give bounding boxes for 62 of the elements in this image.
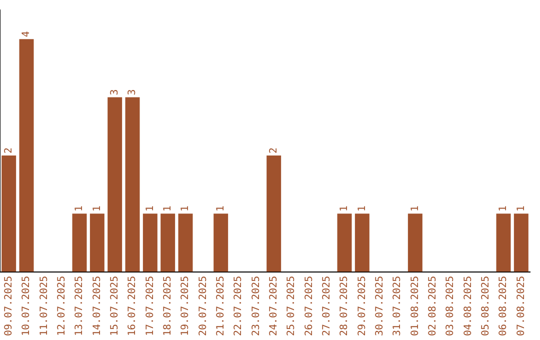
x-tick-label: 31.07.2025 (392, 276, 404, 336)
bar (266, 155, 282, 272)
x-tick-label: 21.07.2025 (215, 276, 226, 336)
data-label: 1 (356, 206, 368, 212)
x-tick-label: 07.08.2025 (516, 276, 527, 336)
x-tick-label: 13.07.2025 (74, 276, 86, 336)
x-tick-label: 01.08.2025 (410, 276, 421, 336)
bar (214, 214, 228, 272)
x-tick-label: 15.07.2025 (109, 276, 120, 336)
x-tick-label: 24.07.2025 (268, 276, 280, 336)
x-tick-label: 14.07.2025 (92, 276, 103, 336)
x-tick-label: 05.08.2025 (480, 276, 492, 336)
data-label: 1 (215, 206, 226, 212)
x-tick-label: 27.07.2025 (321, 276, 332, 336)
x-tick-label: 03.08.2025 (445, 276, 456, 336)
x-tick-label: 12.07.2025 (56, 276, 68, 336)
data-label: 1 (339, 206, 350, 212)
bar (178, 214, 193, 272)
bar (125, 97, 140, 272)
data-label: 1 (180, 206, 192, 212)
bar (2, 155, 16, 272)
x-tick-label: 18.07.2025 (162, 276, 174, 336)
x-tick-label: 02.08.2025 (427, 276, 438, 336)
x-tick-label: 17.07.2025 (144, 276, 156, 336)
x-tick-label: 30.07.2025 (374, 276, 386, 336)
x-tick-label: 25.07.2025 (286, 276, 298, 336)
data-label: 3 (109, 89, 120, 96)
x-tick-label: 19.07.2025 (180, 276, 192, 336)
x-tick-label: 09.07.2025 (3, 276, 14, 336)
x-tick-label: 29.07.2025 (356, 276, 368, 336)
bar (514, 214, 528, 272)
bar (19, 39, 34, 272)
x-tick-label: 28.07.2025 (339, 276, 350, 336)
data-label: 1 (74, 206, 86, 212)
data-label: 2 (268, 147, 280, 154)
bar (337, 214, 352, 272)
data-label: 2 (3, 147, 14, 154)
bar (142, 214, 158, 272)
data-label: 3 (127, 89, 138, 96)
data-label: 1 (410, 206, 421, 212)
x-tick-label: 10.07.2025 (21, 276, 32, 336)
x-tick-label: 22.07.2025 (233, 276, 244, 336)
data-label: 1 (498, 206, 510, 212)
bar (496, 214, 511, 272)
x-tick-label: 04.08.2025 (462, 276, 474, 336)
bar (160, 214, 176, 272)
data-label: 1 (516, 206, 527, 212)
x-tick-label: 23.07.2025 (250, 276, 262, 336)
data-label: 1 (144, 206, 156, 212)
bar (72, 214, 87, 272)
bar (408, 214, 422, 272)
x-tick-label: 16.07.2025 (127, 276, 138, 336)
x-tick-label: 06.08.2025 (498, 276, 510, 336)
x-tick-label: 26.07.2025 (304, 276, 315, 336)
data-label: 4 (21, 31, 32, 38)
data-label: 1 (162, 206, 174, 212)
bar (354, 214, 370, 272)
x-tick-label: 20.07.2025 (198, 276, 209, 336)
x-tick-label: 11.07.2025 (38, 276, 50, 336)
bar (108, 97, 122, 272)
data-label: 1 (92, 206, 103, 212)
bar (90, 214, 104, 272)
